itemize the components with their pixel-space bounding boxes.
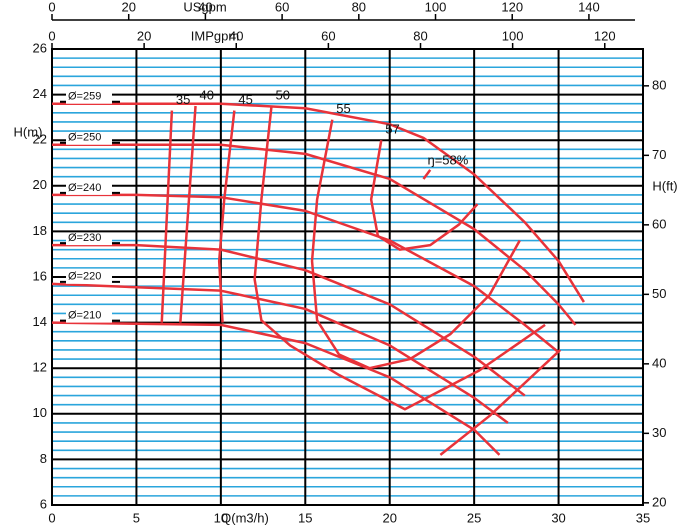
efficiency-curve	[179, 105, 197, 323]
top-tick-label: 40	[198, 0, 212, 14]
x-tick-label: 10	[214, 510, 228, 525]
label-bg	[66, 271, 112, 284]
x-tick-label: 15	[298, 510, 312, 525]
impeller-curve	[52, 102, 585, 303]
y-tick-label: 8	[40, 451, 47, 466]
y2-axis-label: H(ft)	[652, 178, 677, 193]
top-tick-label: 20	[137, 28, 151, 43]
efficiency-label: ŋ=58%	[427, 152, 468, 167]
y2-tick-label: 60	[652, 216, 666, 231]
x-axis-label: Q(m3/h)	[221, 510, 269, 525]
legend-label: Ø=240	[68, 182, 101, 194]
x-tick-label: 20	[382, 510, 396, 525]
impeller-curve	[51, 321, 501, 456]
efficiency-curve	[369, 139, 479, 251]
y2-tick-label: 20	[652, 494, 666, 509]
y2-tick-label: 70	[652, 147, 666, 162]
top-tick-label: 80	[413, 28, 427, 43]
top-tick-label: 40	[229, 28, 243, 43]
y2-tick-label: 50	[652, 286, 666, 301]
plot-frame	[51, 48, 644, 506]
efficiency-label: 45	[238, 92, 252, 107]
legend-label: Ø=250	[68, 132, 101, 144]
impeller-curve	[52, 243, 526, 397]
legend-label: Ø=210	[68, 310, 101, 322]
top-tick-label: 100	[425, 0, 447, 14]
top-tick-label: 20	[121, 0, 135, 14]
efficiency-curve	[310, 119, 521, 370]
legend-label: Ø=230	[68, 232, 101, 244]
legend-label: Ø=220	[68, 271, 101, 283]
label-bg	[66, 310, 112, 323]
y-axis-label: H(m)	[14, 124, 43, 139]
impeller-curve	[51, 282, 509, 424]
y-tick-label: 14	[33, 314, 47, 329]
y-tick-label: 12	[33, 360, 47, 375]
y2-tick-label: 80	[652, 77, 666, 92]
top-tick-label: 0	[48, 0, 55, 14]
y-tick-label: 18	[33, 223, 47, 238]
efficiency-label: 35	[176, 92, 190, 107]
y-tick-label: 6	[40, 496, 47, 511]
y-tick-label: 26	[33, 40, 47, 55]
efficiency-label: 57	[385, 122, 399, 137]
efficiency-curve	[160, 110, 174, 323]
x-tick-label: 30	[551, 510, 565, 525]
top-axis-label: IMPgpm	[191, 28, 239, 43]
y-tick-label: 22	[33, 132, 47, 147]
top-tick-label: 100	[502, 28, 524, 43]
top-tick-label: 140	[578, 0, 600, 14]
top-tick-label: 60	[321, 28, 335, 43]
label-bg	[66, 233, 112, 246]
y2-tick-label: 40	[652, 355, 666, 370]
x-tick-label: 0	[48, 510, 55, 525]
efficiency-label: 40	[200, 87, 214, 102]
y-tick-label: 10	[33, 405, 47, 420]
top-tick-label: 120	[501, 0, 523, 14]
y2-tick-label: 30	[652, 425, 666, 440]
label-bg	[66, 91, 112, 104]
efficiency-label: 55	[336, 101, 350, 116]
impeller-curve	[52, 143, 577, 326]
top-tick-label: 80	[352, 0, 366, 14]
x-tick-label: 35	[636, 510, 650, 525]
label-bg	[66, 132, 112, 145]
efficiency-curve	[422, 169, 432, 180]
legend-label: Ø=259	[68, 91, 101, 103]
efficiency-curve	[217, 110, 562, 456]
top-axis-label: USgpm	[183, 0, 226, 14]
impeller-curve	[52, 193, 560, 354]
y-tick-label: 16	[33, 268, 47, 283]
label-bg	[66, 182, 112, 195]
y-tick-label: 24	[33, 86, 47, 101]
top-tick-label: 120	[594, 28, 616, 43]
top-tick-label: 60	[275, 0, 289, 14]
efficiency-label: 50	[276, 87, 290, 102]
x-tick-label: 5	[133, 510, 140, 525]
top-tick-label: 0	[48, 28, 55, 43]
x-tick-label: 25	[467, 510, 481, 525]
y-tick-label: 20	[33, 177, 47, 192]
efficiency-curve	[253, 105, 546, 411]
